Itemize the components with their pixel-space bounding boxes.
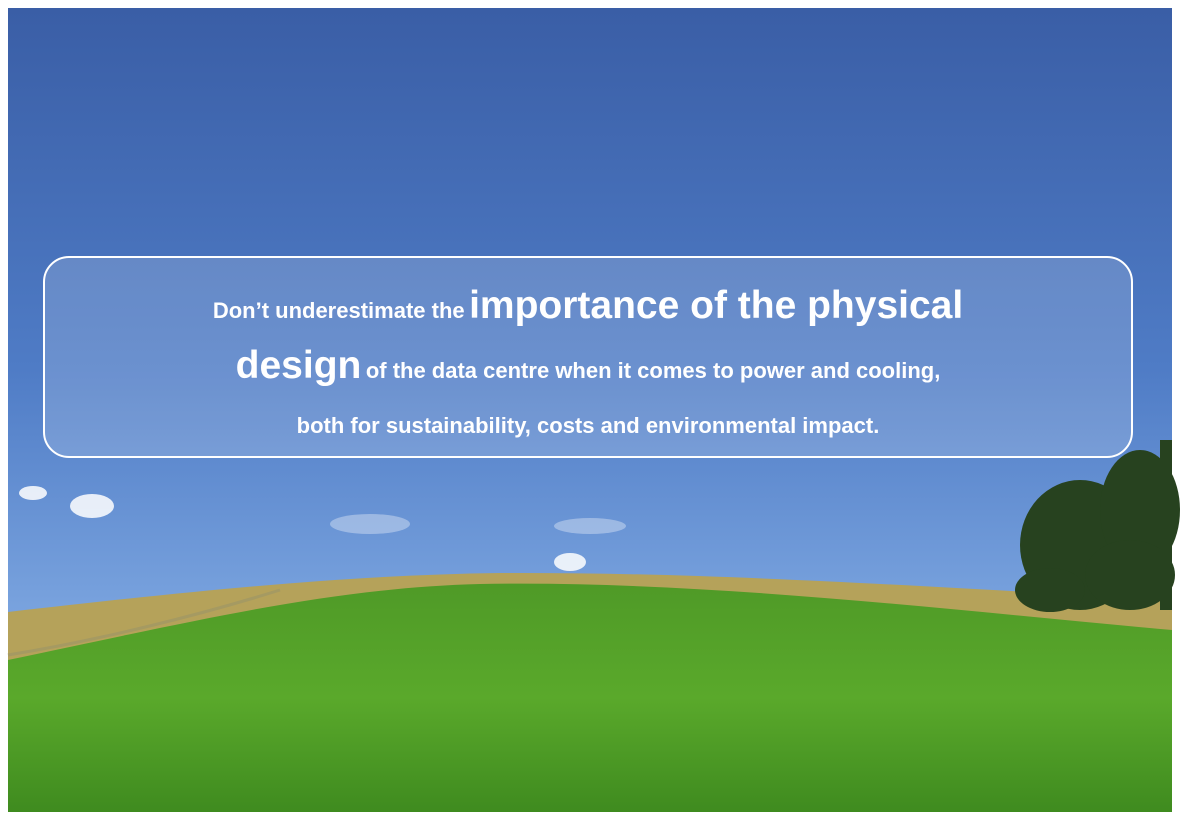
quote-box: Don’t underestimate the importance of th… [43, 256, 1133, 458]
quote-text: both for sustainability, costs and envir… [297, 413, 880, 438]
tree-edge [1160, 440, 1172, 610]
quote-emphasis: design [236, 344, 362, 387]
quote-emphasis: importance of the physical [469, 284, 963, 327]
quote-text: Don’t underestimate the [213, 298, 465, 323]
quote-text: of the data centre when it comes to powe… [366, 358, 941, 383]
page: Don’t underestimate the importance of th… [0, 0, 1184, 820]
